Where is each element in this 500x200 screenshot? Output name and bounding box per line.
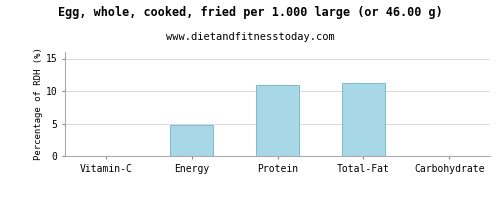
Bar bbox=[256, 84, 299, 156]
Text: www.dietandfitnesstoday.com: www.dietandfitnesstoday.com bbox=[166, 32, 334, 42]
Bar bbox=[170, 125, 213, 156]
Bar bbox=[342, 83, 385, 156]
Text: Egg, whole, cooked, fried per 1.000 large (or 46.00 g): Egg, whole, cooked, fried per 1.000 larg… bbox=[58, 6, 442, 19]
Y-axis label: Percentage of RDH (%): Percentage of RDH (%) bbox=[34, 48, 43, 160]
